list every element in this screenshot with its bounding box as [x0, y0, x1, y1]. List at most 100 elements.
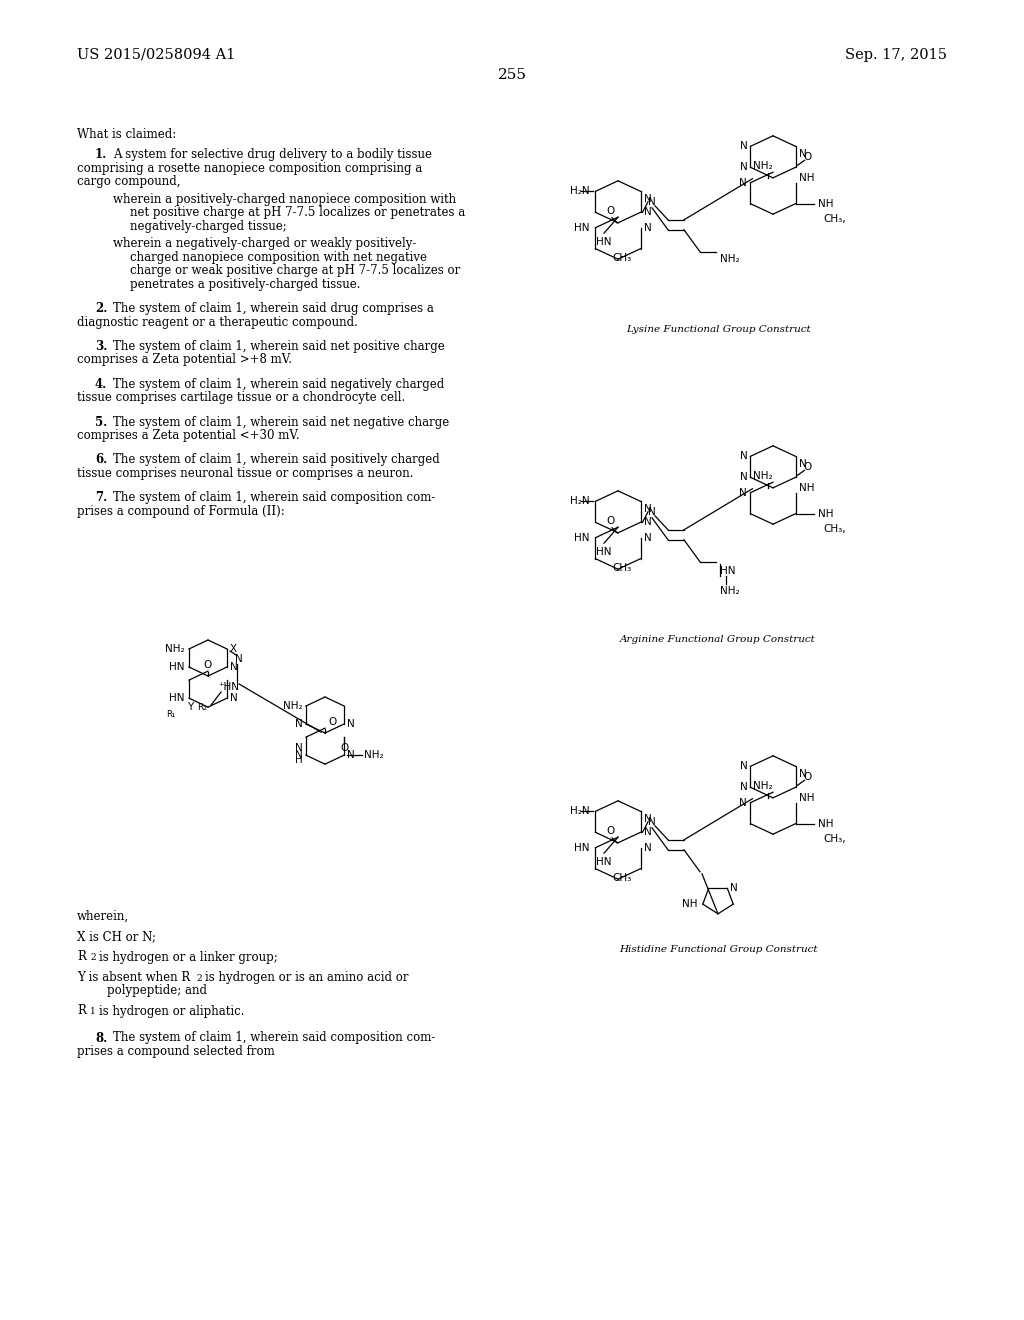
Text: H₂N: H₂N: [570, 496, 590, 507]
Text: NH₂: NH₂: [165, 644, 185, 653]
Text: diagnostic reagent or a therapeutic compound.: diagnostic reagent or a therapeutic comp…: [77, 315, 357, 329]
Text: Histidine Functional Group Construct: Histidine Functional Group Construct: [618, 945, 817, 954]
Text: CH₃,: CH₃,: [823, 214, 846, 223]
Text: tissue comprises cartilage tissue or a chondrocyte cell.: tissue comprises cartilage tissue or a c…: [77, 391, 406, 404]
Text: O: O: [607, 826, 615, 836]
Text: HN: HN: [169, 663, 185, 672]
Text: net positive charge at pH 7-7.5 localizes or penetrates a: net positive charge at pH 7-7.5 localize…: [130, 206, 465, 219]
Text: CH₃: CH₃: [612, 253, 631, 263]
Text: N: N: [643, 814, 651, 824]
Text: X is CH or N;: X is CH or N;: [77, 931, 156, 944]
Text: CH₃: CH₃: [612, 874, 631, 883]
Text: N: N: [295, 750, 303, 760]
Text: HN: HN: [596, 548, 611, 557]
Text: O: O: [607, 206, 615, 215]
Text: N: N: [230, 663, 238, 672]
Text: 2: 2: [196, 974, 202, 983]
Text: N: N: [643, 223, 651, 232]
Text: comprising a rosette nanopiece composition comprising a: comprising a rosette nanopiece compositi…: [77, 162, 422, 174]
Text: The system of claim 1, wherein said composition com-: The system of claim 1, wherein said comp…: [113, 491, 435, 504]
Text: 3.: 3.: [95, 341, 108, 352]
Text: N: N: [738, 178, 746, 187]
Text: HN: HN: [574, 842, 590, 853]
Text: N: N: [648, 197, 656, 207]
Text: NH₂: NH₂: [284, 701, 303, 711]
Text: CH₃: CH₃: [612, 564, 631, 573]
Text: N: N: [738, 487, 746, 498]
Text: Sep. 17, 2015: Sep. 17, 2015: [845, 48, 947, 62]
Text: NH₂: NH₂: [365, 750, 384, 760]
Text: A system for selective drug delivery to a bodily tissue: A system for selective drug delivery to …: [113, 148, 432, 161]
Text: H₂N: H₂N: [570, 807, 590, 816]
Text: N: N: [730, 883, 738, 894]
Text: O: O: [204, 660, 212, 671]
Text: O: O: [804, 772, 812, 783]
Text: O: O: [607, 516, 615, 525]
Text: N: N: [643, 842, 651, 853]
Text: The system of claim 1, wherein said drug comprises a: The system of claim 1, wherein said drug…: [113, 302, 434, 315]
Text: 5.: 5.: [95, 416, 108, 429]
Text: HN: HN: [596, 857, 611, 867]
Text: The system of claim 1, wherein said negatively charged: The system of claim 1, wherein said nega…: [113, 378, 444, 391]
Text: 2.: 2.: [95, 302, 108, 315]
Text: CH₃,: CH₃,: [823, 834, 846, 843]
Text: N: N: [648, 817, 656, 826]
Text: N: N: [643, 207, 651, 218]
Text: N: N: [739, 141, 748, 152]
Text: wherein,: wherein,: [77, 909, 129, 923]
Text: N: N: [739, 783, 748, 792]
Text: NH₂: NH₂: [754, 471, 773, 480]
Text: negatively-charged tissue;: negatively-charged tissue;: [130, 220, 287, 232]
Text: US 2015/0258094 A1: US 2015/0258094 A1: [77, 48, 236, 62]
Text: H: H: [295, 755, 303, 766]
Text: The system of claim 1, wherein said net positive charge: The system of claim 1, wherein said net …: [113, 341, 444, 352]
Text: NH: NH: [817, 818, 833, 829]
Text: NH₂: NH₂: [720, 253, 739, 264]
Text: penetrates a positively-charged tissue.: penetrates a positively-charged tissue.: [130, 277, 360, 290]
Text: 7.: 7.: [95, 491, 108, 504]
Text: HN: HN: [596, 238, 611, 247]
Text: What is claimed:: What is claimed:: [77, 128, 176, 141]
Text: X: X: [230, 644, 238, 653]
Text: HN: HN: [574, 223, 590, 232]
Text: N: N: [643, 194, 651, 205]
Text: N: N: [230, 693, 238, 704]
Text: O: O: [804, 152, 812, 162]
Text: is hydrogen or aliphatic.: is hydrogen or aliphatic.: [99, 1005, 245, 1018]
Text: Lysine Functional Group Construct: Lysine Functional Group Construct: [626, 325, 810, 334]
Text: Y: Y: [186, 702, 194, 711]
Text: H₂N: H₂N: [570, 186, 590, 197]
Text: NH₂: NH₂: [754, 161, 773, 170]
Text: cargo compound,: cargo compound,: [77, 176, 180, 189]
Text: N: N: [347, 750, 354, 760]
Text: 1.: 1.: [95, 148, 108, 161]
Text: N: N: [799, 149, 806, 160]
Text: 4.: 4.: [95, 378, 108, 391]
Text: R: R: [77, 1005, 86, 1018]
Text: HN: HN: [574, 533, 590, 543]
Text: N: N: [295, 743, 303, 754]
Text: NH: NH: [799, 793, 814, 804]
Text: is hydrogen or a linker group;: is hydrogen or a linker group;: [99, 950, 278, 964]
Text: NH: NH: [799, 173, 814, 183]
Text: NH₂: NH₂: [754, 781, 773, 791]
Text: The system of claim 1, wherein said positively charged: The system of claim 1, wherein said posi…: [113, 453, 439, 466]
Text: N: N: [295, 719, 303, 729]
Text: prises a compound selected from: prises a compound selected from: [77, 1045, 274, 1059]
Text: 6.: 6.: [95, 453, 108, 466]
Text: Y is absent when R: Y is absent when R: [77, 970, 190, 983]
Text: The system of claim 1, wherein said composition com-: The system of claim 1, wherein said comp…: [113, 1031, 435, 1044]
Text: NH₂: NH₂: [720, 586, 739, 595]
Text: wherein a positively-charged nanopiece composition with: wherein a positively-charged nanopiece c…: [113, 193, 456, 206]
Text: comprises a Zeta potential >+8 mV.: comprises a Zeta potential >+8 mV.: [77, 354, 292, 367]
Text: 255: 255: [498, 69, 526, 82]
Text: HN: HN: [720, 566, 735, 576]
Text: charge or weak positive charge at pH 7-7.5 localizes or: charge or weak positive charge at pH 7-7…: [130, 264, 460, 277]
Text: N: N: [739, 162, 748, 173]
Text: polypeptide; and: polypeptide; and: [106, 985, 207, 997]
Text: N: N: [739, 451, 748, 461]
Text: N: N: [236, 653, 243, 664]
Text: R₁: R₁: [166, 710, 175, 719]
Text: Arginine Functional Group Construct: Arginine Functional Group Construct: [621, 635, 816, 644]
Text: N: N: [643, 517, 651, 527]
